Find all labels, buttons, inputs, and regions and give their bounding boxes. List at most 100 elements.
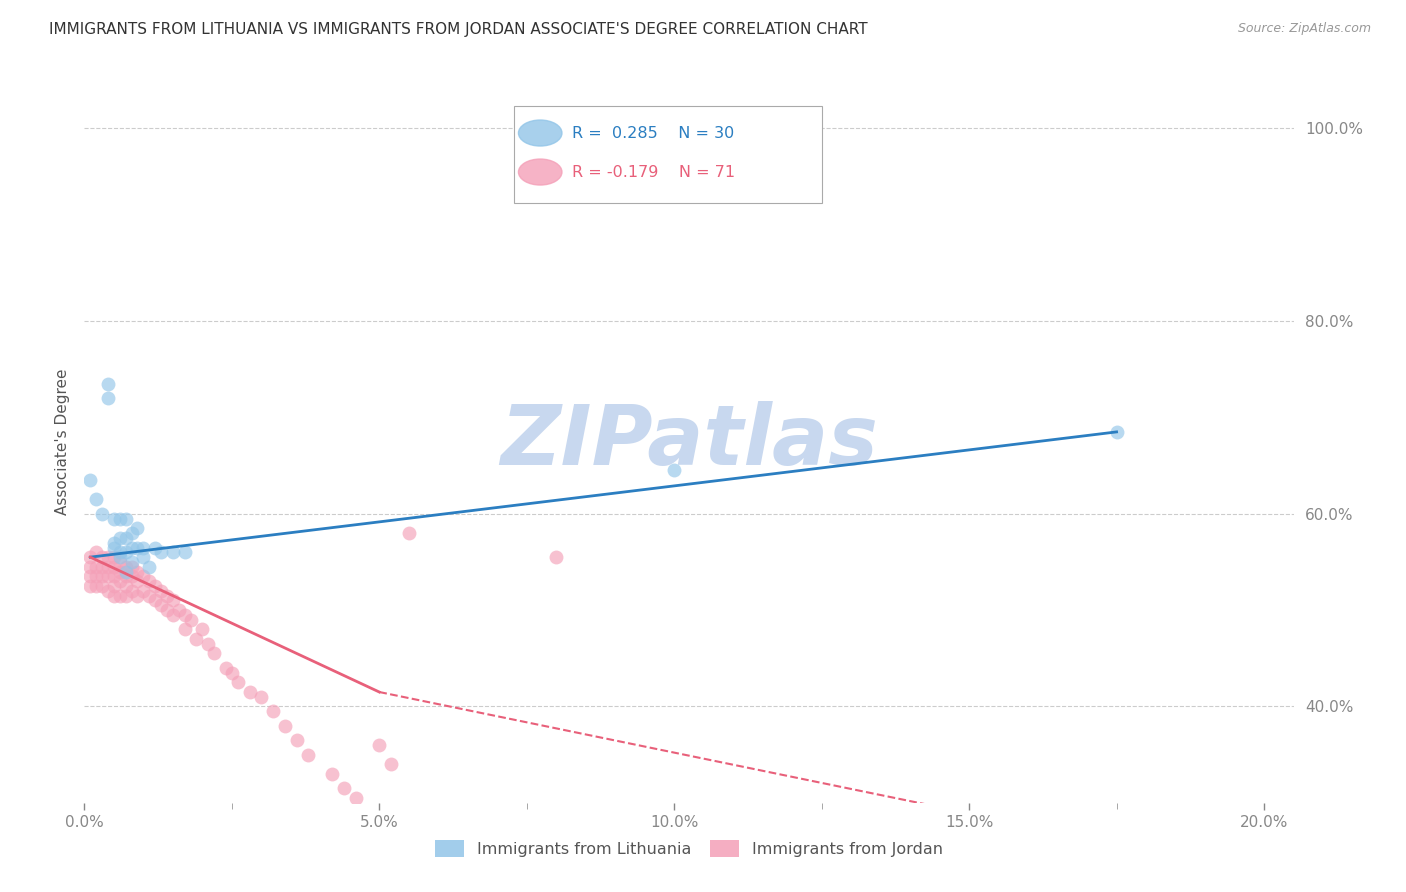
Point: [108, 589, 131, 603]
Point: [150, 583, 173, 598]
Point: [250, 690, 273, 704]
Point: [143, 541, 166, 555]
Point: [127, 541, 149, 555]
Point: [108, 531, 131, 545]
Point: [138, 574, 160, 589]
Y-axis label: Associate's Degree: Associate's Degree: [55, 368, 70, 515]
Legend: Immigrants from Lithuania, Immigrants from Jordan: Immigrants from Lithuania, Immigrants fr…: [429, 834, 949, 863]
Point: [221, 665, 243, 680]
Point: [398, 526, 420, 541]
Point: [97, 583, 120, 598]
Point: [84, 569, 107, 583]
Point: [114, 579, 136, 593]
Point: [108, 511, 131, 525]
Point: [121, 559, 143, 574]
Point: [238, 685, 260, 699]
Point: [91, 550, 114, 565]
Point: [333, 781, 356, 796]
Point: [368, 738, 391, 752]
Point: [103, 579, 125, 593]
Point: [215, 661, 238, 675]
Point: [138, 559, 160, 574]
Point: [114, 531, 136, 545]
Point: [103, 559, 125, 574]
Text: R = -0.179    N = 71: R = -0.179 N = 71: [572, 164, 735, 179]
Point: [173, 545, 195, 559]
Point: [84, 579, 107, 593]
Point: [103, 589, 125, 603]
Point: [127, 521, 149, 535]
Point: [103, 550, 125, 565]
Point: [108, 545, 131, 559]
Point: [274, 719, 297, 733]
Point: [103, 541, 125, 555]
Point: [108, 565, 131, 579]
Point: [664, 463, 686, 477]
Point: [546, 550, 568, 565]
Point: [84, 545, 107, 559]
Point: [91, 569, 114, 583]
Point: [380, 757, 402, 772]
Point: [127, 589, 149, 603]
Point: [114, 511, 136, 525]
Text: ZIPatlas: ZIPatlas: [501, 401, 877, 482]
Point: [84, 559, 107, 574]
Point: [132, 550, 155, 565]
Circle shape: [519, 159, 562, 185]
Point: [79, 473, 101, 487]
Point: [79, 550, 101, 565]
Point: [186, 632, 208, 646]
Point: [79, 579, 101, 593]
Point: [79, 569, 101, 583]
Point: [91, 559, 114, 574]
Point: [97, 559, 120, 574]
Point: [197, 637, 219, 651]
Point: [121, 526, 143, 541]
Point: [150, 599, 173, 613]
Point: [91, 579, 114, 593]
Point: [191, 623, 214, 637]
Point: [344, 791, 367, 805]
Point: [173, 623, 195, 637]
Point: [97, 391, 120, 405]
Point: [84, 492, 107, 507]
Point: [121, 541, 143, 555]
Text: R =  0.285    N = 30: R = 0.285 N = 30: [572, 126, 734, 141]
Point: [143, 593, 166, 607]
Point: [132, 583, 155, 598]
Point: [167, 603, 190, 617]
Point: [297, 747, 319, 762]
Point: [114, 565, 136, 579]
Point: [132, 569, 155, 583]
Point: [91, 507, 114, 521]
Point: [97, 550, 120, 565]
Point: [114, 569, 136, 583]
Point: [143, 579, 166, 593]
Point: [114, 589, 136, 603]
Point: [1105, 425, 1128, 439]
Point: [103, 511, 125, 525]
Text: IMMIGRANTS FROM LITHUANIA VS IMMIGRANTS FROM JORDAN ASSOCIATE'S DEGREE CORRELATI: IMMIGRANTS FROM LITHUANIA VS IMMIGRANTS …: [49, 22, 868, 37]
Point: [103, 569, 125, 583]
Point: [202, 647, 225, 661]
Text: Source: ZipAtlas.com: Source: ZipAtlas.com: [1237, 22, 1371, 36]
Point: [162, 593, 184, 607]
Point: [173, 607, 195, 622]
Circle shape: [519, 120, 562, 146]
Point: [121, 583, 143, 598]
Point: [285, 733, 308, 747]
Point: [114, 559, 136, 574]
Point: [79, 559, 101, 574]
Point: [108, 550, 131, 565]
Point: [321, 767, 343, 781]
FancyBboxPatch shape: [513, 105, 823, 203]
Point: [114, 545, 136, 559]
Point: [150, 545, 173, 559]
Point: [162, 607, 184, 622]
Point: [162, 545, 184, 559]
Point: [121, 569, 143, 583]
Point: [262, 704, 284, 718]
Point: [127, 574, 149, 589]
Point: [226, 675, 249, 690]
Point: [97, 376, 120, 391]
